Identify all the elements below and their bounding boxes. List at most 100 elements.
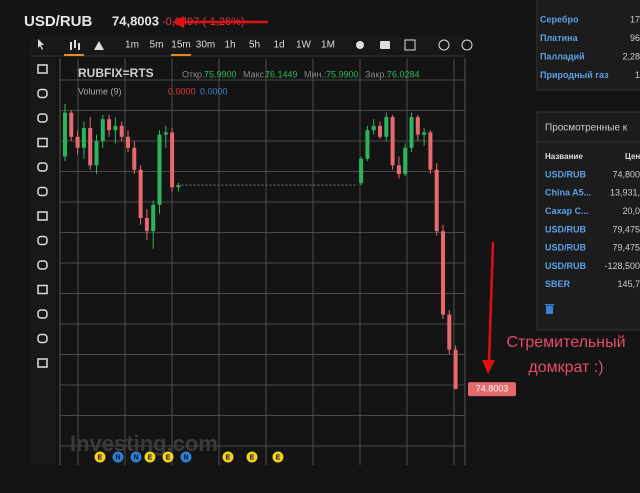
candle-body <box>157 134 162 205</box>
tool-icon[interactable] <box>37 211 48 221</box>
toolbar <box>30 36 465 56</box>
tool-icon[interactable] <box>37 260 48 270</box>
instrument-value: 74,800 <box>612 169 640 179</box>
download-icon[interactable] <box>438 39 450 51</box>
legend-value: 75.9900 <box>326 69 359 79</box>
commodity-name[interactable]: Платина <box>540 33 579 43</box>
settings-icon[interactable] <box>356 41 364 49</box>
fullscreen-icon[interactable] <box>404 39 416 51</box>
tool-icon[interactable] <box>37 186 48 197</box>
candle-body <box>415 117 420 135</box>
candle-body <box>63 112 67 157</box>
candle-body <box>422 132 427 135</box>
column-header: Цен <box>625 152 640 161</box>
event-marker[interactable] <box>272 451 284 463</box>
candle-body <box>409 117 414 148</box>
volume-label: Volume (9) <box>78 86 122 96</box>
timeframe[interactable]: 15m <box>171 40 190 51</box>
event-marker[interactable] <box>222 451 234 463</box>
tool-icon[interactable] <box>37 162 48 172</box>
instrument-value: 20,0 <box>622 206 640 216</box>
timeframe[interactable]: 1h <box>224 40 235 51</box>
event-label: E <box>276 454 281 461</box>
instrument-name[interactable]: SBER <box>545 279 571 289</box>
candle-body <box>447 314 452 350</box>
commodity-name[interactable]: Природный газ <box>540 70 609 80</box>
candle-body <box>403 147 408 175</box>
instrument-name[interactable]: China A5... <box>545 188 591 198</box>
tool-icon[interactable] <box>37 235 48 246</box>
timeframe[interactable]: 1m <box>125 40 139 51</box>
price: 74,8003 <box>112 13 159 28</box>
candle-body <box>119 125 124 137</box>
legend-symbol: RUBFIX=RTS <box>78 66 154 80</box>
event-marker[interactable] <box>144 451 156 463</box>
candle-body <box>144 218 149 232</box>
viewed-rows: USD/RUB 74,800 China A5... 13,931, Сахар С..… <box>545 169 640 289</box>
tool-icon[interactable] <box>37 88 48 99</box>
instrument-name[interactable]: Сахар С... <box>545 206 589 216</box>
candle-body <box>88 128 93 166</box>
event-marker[interactable] <box>130 451 142 463</box>
instrument-value: 13,931, <box>610 188 640 198</box>
tool-icon[interactable] <box>37 137 48 148</box>
candle-body <box>94 141 99 166</box>
instrument-name[interactable]: USD/RUB <box>545 169 587 179</box>
event-label: E <box>250 454 255 461</box>
timeframe[interactable]: 1W <box>296 40 312 51</box>
candle-body <box>132 147 137 170</box>
trash-icon[interactable] <box>545 304 554 314</box>
candle-body <box>428 132 433 170</box>
legend-label: Откр.: <box>182 69 207 79</box>
timeframe[interactable]: 5h <box>249 40 260 51</box>
event-label: N <box>183 454 188 461</box>
symbol: USD/RUB <box>24 13 93 30</box>
event-label: E <box>148 454 153 461</box>
legend-label: Макс.: <box>243 69 269 79</box>
event-marker[interactable] <box>246 451 258 463</box>
upload-icon[interactable] <box>461 39 473 51</box>
tool-icon[interactable] <box>37 309 48 319</box>
timeframe[interactable]: 1M <box>321 40 335 51</box>
legend-value: 76.0284 <box>387 69 420 79</box>
commodity-value: 96 <box>630 33 640 43</box>
tool-icon[interactable] <box>37 113 48 123</box>
timeframe[interactable]: 30m <box>196 40 215 51</box>
candle-body <box>126 136 130 148</box>
candles-icon[interactable] <box>70 42 72 50</box>
candle-body <box>69 112 74 137</box>
plot: 74.8003 <box>63 103 516 397</box>
commodity-name[interactable]: Серебро <box>540 14 579 24</box>
timeframe[interactable]: 1d <box>273 40 284 51</box>
commodity-value: 1 <box>635 70 640 80</box>
candle-body <box>365 130 370 159</box>
tool-icon[interactable] <box>37 358 48 368</box>
tool-icon[interactable] <box>37 333 48 344</box>
instrument-name[interactable]: USD/RUB <box>545 224 587 234</box>
camera-icon[interactable] <box>380 41 390 49</box>
event-marker[interactable] <box>112 451 124 463</box>
commodity-name[interactable]: Палладий <box>540 51 585 61</box>
instrument-name[interactable]: USD/RUB <box>545 261 587 271</box>
candle-body <box>176 185 181 188</box>
down-arrow <box>482 241 495 374</box>
legend-value: 75.9900 <box>204 69 237 79</box>
tool-icon[interactable] <box>37 64 48 74</box>
event-marker[interactable] <box>162 451 174 463</box>
event-marker[interactable] <box>94 451 106 463</box>
area-icon[interactable] <box>94 41 104 50</box>
event-label: E <box>166 454 171 461</box>
volume-value: 0.0000 <box>168 86 196 96</box>
tool-icon[interactable] <box>37 284 48 295</box>
watermark: Investing.com <box>70 431 218 456</box>
event-marker[interactable] <box>180 451 192 463</box>
instrument-name[interactable]: USD/RUB <box>545 243 587 253</box>
legend: Откр.:75.9900 Макс.:76.1449 Мин.: 75.9900 За… <box>182 69 420 79</box>
cursor-icon[interactable] <box>38 39 44 50</box>
event-label: N <box>133 454 138 461</box>
timeframe[interactable]: 5m <box>150 40 164 51</box>
